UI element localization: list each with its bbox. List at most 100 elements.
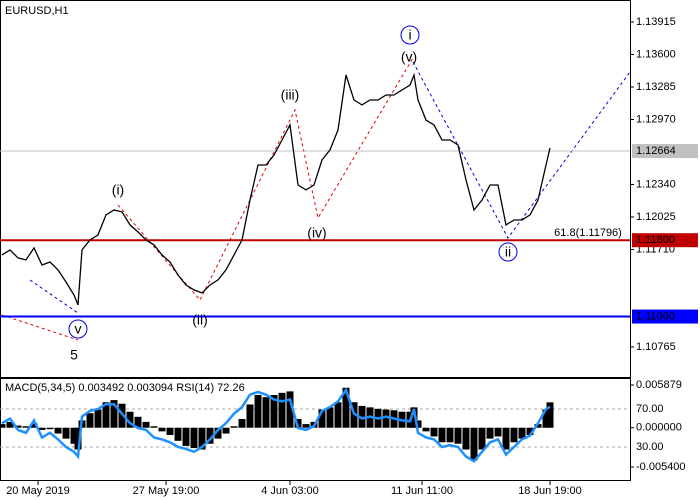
- macd-bar: [118, 403, 126, 428]
- macd-bar: [150, 426, 158, 428]
- wave-line: [29, 279, 79, 314]
- y-tick-label: 1.13600: [636, 48, 676, 60]
- macd-bar: [542, 409, 550, 428]
- macd-bar: [238, 419, 246, 428]
- macd-bar: [546, 402, 554, 428]
- wave-label: 61.8(1.11796): [554, 227, 622, 239]
- indicator-frame: [0, 378, 631, 481]
- macd-bar: [158, 427, 166, 432]
- macd-bar: [6, 421, 14, 428]
- y2-tick-label: 30.00: [636, 441, 664, 453]
- chart-title: EURUSD,H1: [5, 5, 69, 17]
- wave-label: v: [75, 321, 82, 337]
- wave-circle: [498, 242, 518, 262]
- macd-bar: [470, 427, 478, 461]
- wave-line: [117, 57, 414, 301]
- macd-bar: [214, 427, 222, 439]
- macd-bar: [142, 421, 150, 428]
- macd-bar: [478, 427, 486, 450]
- macd-bar: [286, 391, 294, 428]
- macd-bar: [278, 392, 286, 428]
- macd-bar: [502, 427, 510, 450]
- macd-bar: [262, 397, 270, 428]
- x-tick-label: 27 May 19:00: [133, 485, 200, 497]
- wave-label: i: [408, 27, 411, 43]
- macd-bar: [302, 424, 310, 428]
- wave-circle: [400, 25, 420, 45]
- y-tick-label: 0.005879: [636, 379, 682, 391]
- macd-bar: [486, 427, 494, 439]
- level-label-box: [632, 144, 698, 159]
- macd-bar: [510, 427, 518, 443]
- macd-bar: [166, 427, 174, 435]
- macd-bar: [0, 424, 6, 428]
- x-tick-label: 11 Jun 11:00: [391, 485, 453, 497]
- macd-bar: [382, 409, 390, 428]
- macd-bar: [222, 427, 230, 434]
- wave-label: (iv): [307, 225, 326, 241]
- macd-bar: [494, 427, 502, 437]
- y-tick-label: 1.13915: [636, 16, 676, 28]
- macd-bar: [70, 427, 78, 444]
- macd-bar: [438, 427, 446, 443]
- wave-label: 5: [70, 347, 78, 363]
- y-tick-label: 1.12970: [636, 113, 676, 125]
- level-label: 1.11060: [636, 310, 675, 322]
- macd-bar: [446, 427, 454, 443]
- level-label-box: [632, 309, 698, 324]
- macd-bar: [110, 400, 118, 428]
- y-tick-label: -0.005400: [636, 461, 686, 473]
- macd-bar: [518, 427, 526, 439]
- macd-bar: [46, 427, 54, 430]
- macd-bar: [74, 427, 82, 450]
- y2-tick-label: 70.00: [636, 403, 664, 415]
- wave-label: ii: [505, 244, 511, 260]
- wave-label: (ii): [192, 312, 208, 328]
- macd-bar: [342, 387, 350, 428]
- macd-bar: [30, 423, 38, 428]
- y-tick-label: 1.13285: [636, 81, 676, 93]
- wave-line: [412, 61, 631, 239]
- indicator-title: MACD(5,34,5) 0.003492 0.003094 RSI(14) 7…: [5, 382, 245, 394]
- macd-bar: [230, 426, 238, 428]
- macd-bar: [62, 427, 70, 439]
- macd-bar: [270, 395, 278, 428]
- level-label: 1.11800: [636, 234, 675, 246]
- wave-label: (iii): [281, 87, 300, 103]
- macd-bar: [358, 405, 366, 428]
- macd-bar: [454, 427, 462, 444]
- macd-bar: [526, 427, 534, 435]
- wave-label: (i): [112, 182, 124, 198]
- price-line: [1, 72, 551, 306]
- price-frame: [0, 0, 631, 378]
- macd-bar: [54, 427, 62, 434]
- wave-circle: [68, 319, 88, 339]
- rsi-line: [1, 387, 551, 463]
- wave-lines: [1, 57, 631, 341]
- macd-bar: [462, 427, 470, 450]
- macd-bar: [14, 425, 22, 428]
- y-tick-label: 1.12340: [636, 178, 676, 190]
- macd-bar: [206, 427, 214, 444]
- macd-bar: [134, 416, 142, 428]
- level-label-box: [632, 233, 698, 248]
- y-tick-label: 1.10765: [636, 341, 676, 353]
- x-tick-label: 4 Jun 03:00: [261, 485, 319, 497]
- macd-bar: [126, 411, 134, 428]
- macd-bar: [534, 424, 542, 428]
- macd-bar: [94, 409, 102, 428]
- macd-bar: [414, 420, 422, 428]
- macd-bar: [422, 427, 430, 432]
- macd-bar: [430, 427, 438, 437]
- macd-bar: [102, 402, 110, 428]
- macd-bar: [254, 395, 262, 428]
- macd-bar: [38, 427, 46, 430]
- macd-bar: [326, 407, 334, 428]
- wave-line: [1, 314, 79, 341]
- macd-bar: [182, 427, 190, 446]
- y-tick-label: 1.12025: [636, 211, 676, 223]
- macd-bar: [174, 427, 182, 441]
- macd-bar: [198, 427, 206, 450]
- macd-bar: [22, 426, 30, 428]
